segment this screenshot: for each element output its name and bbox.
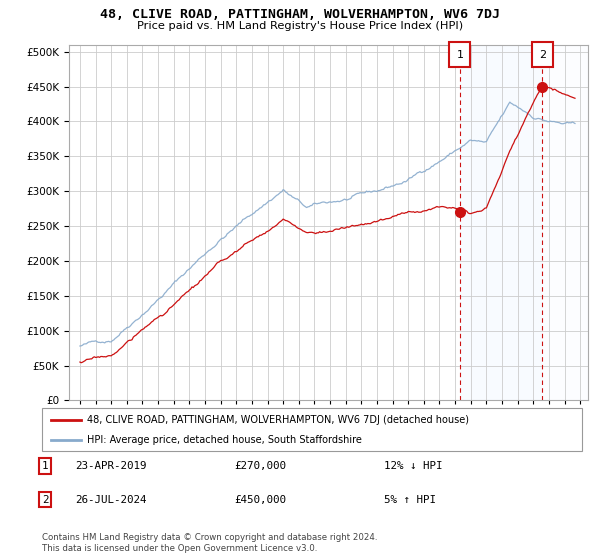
Text: Contains HM Land Registry data © Crown copyright and database right 2024.
This d: Contains HM Land Registry data © Crown c… bbox=[42, 533, 377, 553]
Text: 12% ↓ HPI: 12% ↓ HPI bbox=[384, 461, 442, 471]
Text: 23-APR-2019: 23-APR-2019 bbox=[75, 461, 146, 471]
Text: 1: 1 bbox=[42, 461, 49, 471]
Bar bbox=[460, 45, 542, 400]
Text: 26-JUL-2024: 26-JUL-2024 bbox=[75, 494, 146, 505]
Text: 2: 2 bbox=[539, 50, 546, 59]
Text: 5% ↑ HPI: 5% ↑ HPI bbox=[384, 494, 436, 505]
Bar bbox=[542, 45, 588, 400]
Bar bbox=[542, 45, 588, 400]
Text: 48, CLIVE ROAD, PATTINGHAM, WOLVERHAMPTON, WV6 7DJ: 48, CLIVE ROAD, PATTINGHAM, WOLVERHAMPTO… bbox=[100, 8, 500, 21]
Text: Price paid vs. HM Land Registry's House Price Index (HPI): Price paid vs. HM Land Registry's House … bbox=[137, 21, 463, 31]
Text: £270,000: £270,000 bbox=[234, 461, 286, 471]
Text: 2: 2 bbox=[42, 494, 49, 505]
Text: 48, CLIVE ROAD, PATTINGHAM, WOLVERHAMPTON, WV6 7DJ (detached house): 48, CLIVE ROAD, PATTINGHAM, WOLVERHAMPTO… bbox=[87, 415, 469, 424]
Text: HPI: Average price, detached house, South Staffordshire: HPI: Average price, detached house, Sout… bbox=[87, 435, 362, 445]
Text: 1: 1 bbox=[457, 50, 463, 59]
Text: £450,000: £450,000 bbox=[234, 494, 286, 505]
